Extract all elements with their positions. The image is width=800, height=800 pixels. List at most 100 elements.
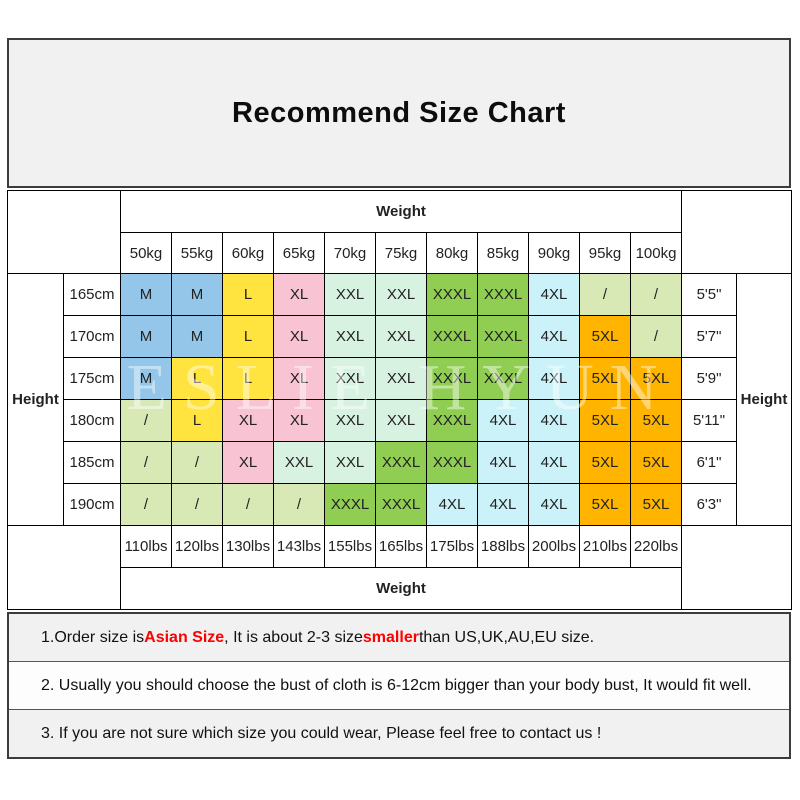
size-cell: 4XL	[528, 483, 580, 526]
size-cell: M	[120, 273, 172, 316]
size-cell: XXXL	[477, 357, 529, 400]
size-cell: XXXL	[324, 483, 376, 526]
kg-header-cell: 75kg	[375, 232, 427, 274]
lbs-header-cell: 210lbs	[579, 525, 631, 568]
corner-bottom-right	[681, 525, 793, 610]
size-table-body: Weight 50kg 55kg 60kg 65kg 70kg 75kg 80kg 85kg 90…	[7, 190, 793, 610]
weight-footer: Weight	[119, 567, 683, 610]
size-cell: M	[120, 315, 172, 358]
size-cell: 4XL	[528, 357, 580, 400]
cm-header-cell: 175cm	[63, 357, 121, 400]
kg-header-cell: 100kg	[629, 232, 683, 274]
note-text-highlight: Asian Size	[144, 628, 225, 646]
ft-header-cell: 5'5"	[681, 273, 738, 316]
size-cell: XXXL	[375, 441, 427, 484]
size-cell: /	[171, 441, 223, 484]
size-cell: 5XL	[629, 399, 683, 442]
size-cell: XXXL	[426, 357, 478, 400]
size-cell: XXL	[375, 273, 427, 316]
ft-header-cell: 5'7"	[681, 315, 738, 358]
lbs-header-cell: 175lbs	[426, 525, 478, 568]
ft-header-cell: 5'9"	[681, 357, 738, 400]
kg-header-cell: 85kg	[477, 232, 529, 274]
lbs-header-cell: 130lbs	[222, 525, 274, 568]
lbs-header-cell: 220lbs	[629, 525, 683, 568]
kg-header-cell: 55kg	[171, 232, 223, 274]
corner-top-left	[7, 190, 121, 274]
size-cell: XXL	[324, 273, 376, 316]
lbs-header-cell: 155lbs	[324, 525, 376, 568]
size-cell: M	[120, 357, 172, 400]
ft-header-cell: 6'1"	[681, 441, 738, 484]
cm-header-cell: 190cm	[63, 483, 121, 526]
size-cell: M	[171, 273, 223, 316]
size-cell: /	[222, 483, 274, 526]
weight-header: Weight	[119, 190, 683, 233]
size-cell: /	[120, 441, 172, 484]
size-cell: XL	[222, 441, 274, 484]
note-row: 2. Usually you should choose the bust of…	[9, 661, 789, 709]
size-cell: XXL	[375, 399, 427, 442]
cm-header-cell: 165cm	[63, 273, 121, 316]
size-cell: XXL	[324, 315, 376, 358]
corner-bottom-left	[7, 525, 121, 610]
size-cell: XXXL	[426, 315, 478, 358]
note-text: 2. Usually you should choose the bust of…	[41, 676, 752, 694]
size-cell: XL	[273, 273, 325, 316]
page-title: Recommend Size Chart	[232, 96, 566, 129]
size-cell: 4XL	[528, 441, 580, 484]
size-cell: XXXL	[477, 315, 529, 358]
size-cell: XXL	[324, 357, 376, 400]
size-cell: 5XL	[579, 441, 631, 484]
kg-header-cell: 50kg	[120, 232, 172, 274]
lbs-header-cell: 200lbs	[528, 525, 580, 568]
size-cell: XXXL	[426, 273, 478, 316]
size-cell: 4XL	[426, 483, 478, 526]
size-cell: 4XL	[528, 399, 580, 442]
size-cell: /	[120, 399, 172, 442]
size-cell: 5XL	[579, 399, 631, 442]
size-cell: 4XL	[477, 441, 529, 484]
height-label-right: Height	[736, 273, 793, 526]
lbs-header-cell: 188lbs	[477, 525, 529, 568]
lbs-header-cell: 143lbs	[273, 525, 325, 568]
height-label-left: Height	[7, 273, 64, 526]
size-cell: 4XL	[528, 273, 580, 316]
size-cell: XL	[222, 399, 274, 442]
size-cell: XXXL	[375, 483, 427, 526]
note-text: 3. If you are not sure which size you co…	[41, 724, 602, 742]
size-cell: XXL	[324, 441, 376, 484]
kg-header-cell: 95kg	[579, 232, 631, 274]
size-cell: XXXL	[426, 399, 478, 442]
corner-top-right	[681, 190, 793, 274]
size-cell: M	[171, 315, 223, 358]
size-cell: /	[629, 315, 683, 358]
size-cell: 5XL	[579, 357, 631, 400]
size-cell: 5XL	[629, 357, 683, 400]
note-text: , It is about 2-3 size	[224, 628, 363, 646]
size-cell: 5XL	[579, 483, 631, 526]
size-cell: 5XL	[579, 315, 631, 358]
kg-header-cell: 90kg	[528, 232, 580, 274]
size-cell: L	[171, 357, 223, 400]
size-cell: XXL	[273, 441, 325, 484]
size-cell: XXL	[324, 399, 376, 442]
size-cell: 5XL	[629, 483, 683, 526]
kg-header-cell: 70kg	[324, 232, 376, 274]
note-text-highlight: smaller	[362, 628, 419, 646]
note-text: than US,UK,AU,EU size.	[418, 628, 595, 646]
size-cell: L	[222, 357, 274, 400]
size-cell: 5XL	[629, 441, 683, 484]
note-text: 1.Order size is	[41, 628, 145, 646]
note-row: 1.Order size is Asian Size, It is about …	[9, 614, 789, 661]
note-row: 3. If you are not sure which size you co…	[9, 709, 789, 757]
size-cell: L	[171, 399, 223, 442]
cm-header-cell: 170cm	[63, 315, 121, 358]
notes-box: 1.Order size is Asian Size, It is about …	[7, 612, 791, 759]
ft-header-cell: 6'3"	[681, 483, 738, 526]
size-cell: /	[629, 273, 683, 316]
lbs-header-cell: 110lbs	[120, 525, 172, 568]
size-cell: XL	[273, 315, 325, 358]
size-cell: XL	[273, 357, 325, 400]
